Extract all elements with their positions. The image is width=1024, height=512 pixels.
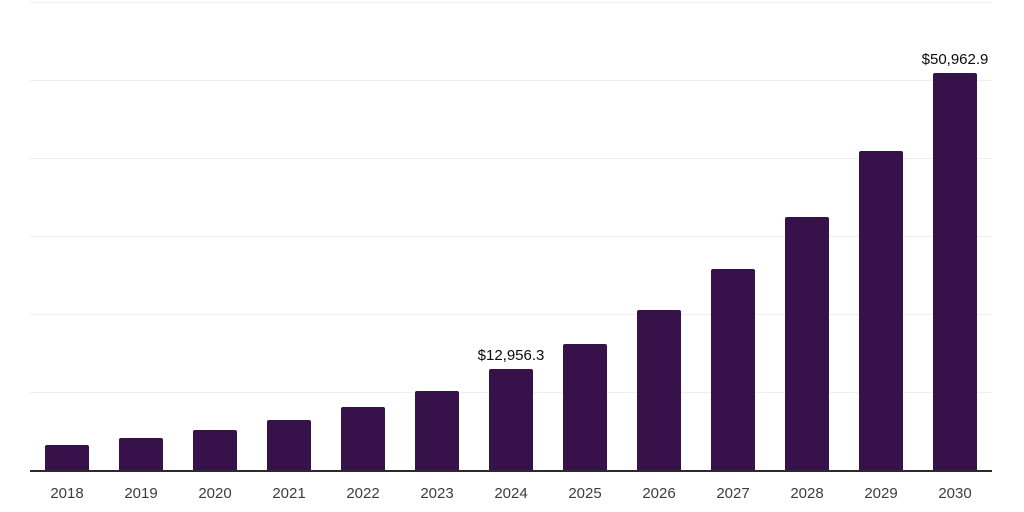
x-axis-line (30, 470, 992, 472)
x-tick-2018: 2018 (50, 485, 84, 502)
bar-2021[interactable] (267, 419, 311, 470)
bar-2022[interactable] (341, 406, 385, 470)
bar-2028[interactable] (785, 217, 829, 470)
x-tick-2025: 2025 (568, 485, 602, 502)
gridline-60000 (30, 2, 992, 3)
x-tick-2030: 2030 (938, 485, 972, 502)
bar-2018[interactable] (45, 444, 89, 470)
bar-2030[interactable] (933, 72, 977, 470)
bar-2024[interactable] (489, 368, 533, 470)
gridline-30000 (30, 236, 992, 237)
x-tick-2020: 2020 (198, 485, 232, 502)
x-tick-2023: 2023 (420, 485, 454, 502)
gridline-20000 (30, 314, 992, 315)
plot-area: $12,956.3 $50,962.9 (30, 2, 992, 472)
bar-2025[interactable] (563, 344, 607, 470)
bar-2019[interactable] (119, 437, 163, 470)
x-tick-2019: 2019 (124, 485, 158, 502)
bar-2023[interactable] (415, 390, 459, 470)
bar-2020[interactable] (193, 429, 237, 470)
bar-2029[interactable] (859, 151, 903, 470)
x-tick-2021: 2021 (272, 485, 306, 502)
data-label-2030: $50,962.9 (921, 50, 989, 68)
data-label-2024: $12,956.3 (477, 346, 545, 364)
gridline-40000 (30, 158, 992, 159)
x-tick-2024: 2024 (494, 485, 528, 502)
bar-2026[interactable] (637, 310, 681, 470)
bar-2027[interactable] (711, 269, 755, 470)
x-tick-2027: 2027 (716, 485, 750, 502)
x-tick-2022: 2022 (346, 485, 380, 502)
gridline-50000 (30, 80, 992, 81)
x-tick-2026: 2026 (642, 485, 676, 502)
x-tick-2028: 2028 (790, 485, 824, 502)
x-tick-2029: 2029 (864, 485, 898, 502)
